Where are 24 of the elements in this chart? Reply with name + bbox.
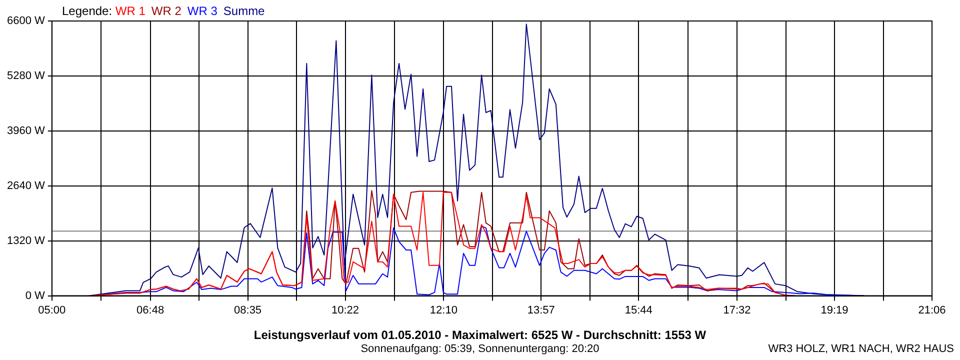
text: WR3 HOLZ, WR1 NACH, WR2 HAUS [768, 343, 954, 355]
x-tick-label: 05:00 [38, 304, 66, 316]
text: WR 3 [187, 4, 218, 18]
x-tick-label: 15:44 [624, 304, 652, 316]
text: WR 2 [151, 4, 182, 18]
legend-title: Legende: [62, 4, 114, 18]
text: Summe [223, 4, 265, 18]
text: Leistungsverlauf vom 01.05.2010 - Maximalwert: 6525 W - Durchschnitt: 1553 W [252, 328, 708, 342]
x-tick-label: 12:10 [430, 304, 458, 316]
x-tick-label: 10:22 [332, 304, 360, 316]
y-tick-label: 2640 W [6, 180, 46, 192]
x-tick-label: 08:35 [234, 304, 262, 316]
x-tick-label: 17:32 [723, 304, 751, 316]
y-tick-label: 3960 W [6, 124, 46, 137]
x-tick-label: 21:06 [918, 304, 946, 316]
y-tick-label: 5280 W [6, 70, 46, 82]
y-tick-label: 6600 W [6, 15, 46, 28]
y-tick-label: 0 W [25, 290, 46, 302]
x-tick-label: 06:48 [136, 304, 164, 316]
text: WR 1 [115, 4, 146, 18]
x-tick-label: 13:57 [527, 304, 555, 316]
x-tick-label: 19:19 [820, 304, 848, 316]
y-tick-label: 1320 W [6, 234, 46, 247]
text: Sonnenaufgang: 05:39, Sonnenuntergang: 20:20 [360, 343, 600, 355]
